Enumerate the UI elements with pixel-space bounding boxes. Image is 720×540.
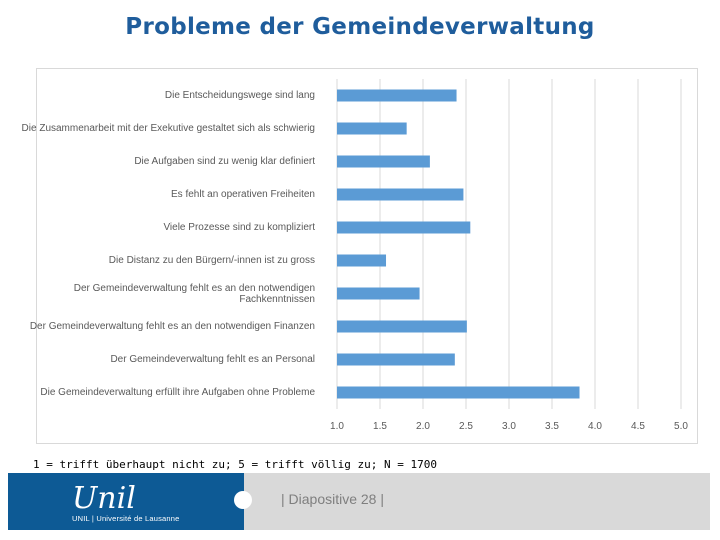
x-tick-label: 2.0	[416, 421, 430, 432]
bar-9	[337, 386, 580, 399]
bar-2	[337, 155, 430, 168]
footer-edge	[710, 473, 720, 530]
x-tick-label: 3.0	[502, 421, 516, 432]
x-tick-label: 4.0	[588, 421, 602, 432]
bar-4	[337, 221, 471, 234]
category-label: Der Gemeindeverwaltung fehlt es an Perso…	[110, 354, 315, 365]
x-tick-label: 4.5	[631, 421, 645, 432]
category-label: Die Aufgaben sind zu wenig klar definier…	[134, 156, 315, 167]
unil-logo: Unil UNIL | Université de Lausanne	[8, 473, 244, 530]
footer-dot	[234, 491, 252, 509]
slide-number: | Diapositive 28 |	[281, 491, 384, 507]
bar-0	[337, 89, 457, 102]
bar-6	[337, 287, 420, 300]
bar-5	[337, 254, 387, 267]
category-label: Die Gemeindeverwaltung erfüllt ihre Aufg…	[40, 387, 315, 398]
x-tick-label: 1.5	[373, 421, 387, 432]
bar-chart	[336, 79, 682, 409]
bar-1	[337, 122, 407, 135]
category-label: Viele Prozesse sind zu kompliziert	[163, 222, 315, 233]
category-label: Die Zusammenarbeit mit der Exekutive ges…	[21, 123, 315, 134]
slide-title: Probleme der Gemeindeverwaltung	[125, 14, 595, 40]
category-label: Die Distanz zu den Bürgern/-innen ist zu…	[108, 255, 315, 266]
category-label: Der Gemeindeverwaltung fehlt es an den n…	[73, 282, 315, 305]
unil-logo-subtitle: UNIL | Université de Lausanne	[72, 514, 180, 523]
x-tick-label: 2.5	[459, 421, 473, 432]
x-tick-label: 5.0	[674, 421, 688, 432]
x-tick-label: 1.0	[330, 421, 344, 432]
bar-8	[337, 353, 455, 366]
category-label: Die Entscheidungswege sind lang	[164, 90, 315, 101]
x-tick-label: 3.5	[545, 421, 559, 432]
unil-logo-mark: Unil	[72, 481, 136, 516]
chart-area: Die Entscheidungswege sind lang Die Zusam…	[22, 68, 698, 444]
bar-7	[337, 320, 467, 333]
scale-footnote: 1 = trifft überhaupt nicht zu; 5 = triff…	[33, 458, 437, 471]
category-label: Der Gemeindeverwaltung fehlt es an den n…	[29, 321, 315, 332]
bar-3	[337, 188, 464, 201]
category-label: Es fehlt an operativen Freiheiten	[171, 189, 315, 200]
